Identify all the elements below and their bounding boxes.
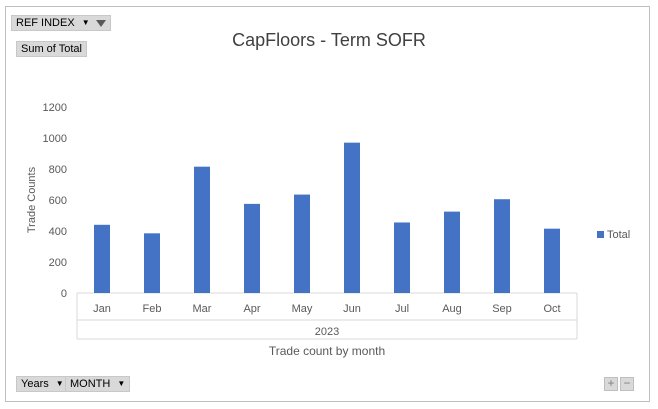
- x-tick-label: Oct: [543, 303, 560, 315]
- chart-title: CapFloors - Term SOFR: [232, 30, 426, 50]
- y-tick-label: 200: [49, 257, 67, 269]
- bar: [244, 203, 260, 293]
- x-tick-label: Mar: [193, 303, 212, 315]
- bar: [544, 228, 560, 293]
- y-tick-label: 400: [49, 226, 67, 238]
- x-tick-label: Feb: [143, 303, 162, 315]
- x-tick-label: Jan: [93, 303, 111, 315]
- bar: [394, 222, 410, 293]
- x-tick-label: May: [292, 303, 313, 315]
- bar: [144, 233, 160, 293]
- plus-icon: +: [607, 376, 615, 390]
- minus-icon: −: [623, 376, 631, 390]
- x-tick-label: Sep: [492, 303, 512, 315]
- sum-of-total-label: Sum of Total: [21, 43, 82, 55]
- chart-frame: [5, 6, 650, 402]
- month-label: MONTH: [70, 378, 111, 390]
- dropdown-arrow-icon: ▼: [117, 379, 126, 389]
- bar: [494, 199, 510, 293]
- x-tick-label: Aug: [442, 303, 462, 315]
- y-axis-title: Trade Counts: [26, 166, 38, 233]
- bar: [444, 211, 460, 293]
- bar: [94, 224, 110, 293]
- x-tick-label: Jul: [395, 303, 409, 315]
- y-tick-label: 600: [49, 195, 67, 207]
- y-tick-label: 0: [61, 288, 67, 300]
- dropdown-arrow-icon: ▼: [81, 18, 90, 28]
- ref-index-filter-button[interactable]: REF INDEX ▼: [11, 15, 111, 31]
- expand-field-button[interactable]: +: [604, 377, 618, 391]
- bar: [344, 142, 360, 293]
- month-field-button[interactable]: MONTH ▼: [65, 376, 131, 392]
- y-tick-label: 1200: [43, 102, 67, 114]
- bar: [294, 194, 310, 293]
- x-group-label: 2023: [315, 326, 339, 338]
- sum-of-total-button[interactable]: Sum of Total: [16, 41, 87, 57]
- y-tick-label: 800: [49, 164, 67, 176]
- legend-label: Total: [607, 229, 630, 241]
- years-label: Years: [21, 378, 49, 390]
- bar: [194, 166, 210, 293]
- ref-index-label: REF INDEX: [16, 17, 75, 29]
- x-tick-label: Apr: [243, 303, 260, 315]
- x-axis-title: Trade count by month: [269, 344, 385, 358]
- collapse-field-button[interactable]: −: [620, 377, 634, 391]
- y-tick-label: 1000: [43, 133, 67, 145]
- filter-icon: [95, 19, 106, 27]
- years-field-button[interactable]: Years ▼: [16, 376, 69, 392]
- dropdown-arrow-icon: ▼: [55, 379, 64, 389]
- legend-swatch: [597, 231, 604, 238]
- x-tick-label: Jun: [343, 303, 361, 315]
